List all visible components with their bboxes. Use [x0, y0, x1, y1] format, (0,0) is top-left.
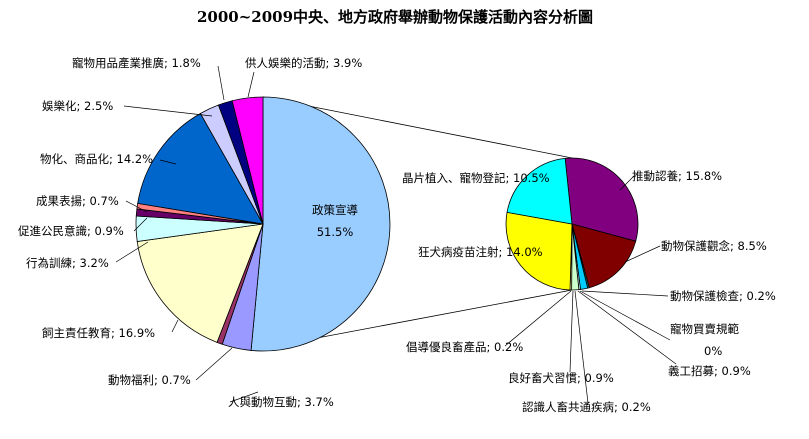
- sub-slice-label: 動物保護檢查; 0.2%: [670, 289, 776, 303]
- main-slice-label: 動物福利; 0.7%: [108, 373, 191, 387]
- sub-pie: [505, 157, 639, 291]
- leader-line: [624, 245, 661, 263]
- data-labels: 政策宣導 51.5% 人與動物互動; 3.7% 動物福利; 0.7% 飼主責任教育; 1…: [18, 56, 776, 414]
- sub-slice-label: 晶片植入、寵物登記; 10.5%: [402, 171, 550, 185]
- leader-line: [171, 319, 179, 333]
- sub-slice-label: 狂犬病疫苗注射; 14.0%: [418, 245, 543, 259]
- main-pie: [135, 96, 391, 352]
- main-pie-slice: [231, 96, 264, 225]
- main-slice-label: 供人娛樂的活動; 3.9%: [245, 56, 362, 70]
- leader-line: [123, 105, 213, 117]
- main-slice-label: 飼主責任教育; 16.9%: [42, 326, 155, 340]
- leader-line: [125, 200, 148, 213]
- leader-line: [504, 290, 572, 347]
- sub-slice-label: 認識人畜共通疾病; 0.2%: [522, 400, 651, 414]
- chart-title: 2000~2009中央、地方政府舉辦動物保護活動內容分析圖: [197, 8, 593, 26]
- leader-line: [579, 290, 671, 341]
- leader-line: [569, 290, 574, 373]
- leader-line: [159, 159, 177, 165]
- label-leader-lines: [115, 65, 677, 404]
- leader-line: [229, 391, 259, 403]
- main-slice-label: 成果表揚; 0.7%: [36, 194, 119, 208]
- main-pie-slice: [136, 223, 264, 343]
- sub-slice-label: 義工招募; 0.9%: [668, 364, 751, 378]
- leader-line: [133, 217, 148, 232]
- main-slice-label: 人與動物互動; 3.7%: [228, 395, 334, 409]
- main-slice-value: 51.5%: [317, 225, 354, 239]
- leader-line: [581, 290, 669, 297]
- main-slice-label: 寵物用品產業推廣; 1.8%: [72, 56, 201, 70]
- leader-line: [577, 290, 677, 365]
- leader-line: [619, 175, 635, 191]
- main-pie-slice: [250, 96, 391, 352]
- main-slice-label: 娛樂化; 2.5%: [42, 99, 113, 113]
- sub-pie-slice: [564, 157, 639, 242]
- main-slice-label: 促進公民意識; 0.9%: [18, 224, 124, 238]
- sub-slice-label: 動物保護觀念; 8.5%: [661, 239, 767, 253]
- main-slice-label: 行為訓練; 3.2%: [26, 256, 109, 270]
- sub-pie-slice: [505, 211, 573, 291]
- sub-slice-value: 0%: [704, 344, 722, 358]
- main-slice-label: 物化、商品化; 14.2%: [40, 152, 153, 166]
- sub-pie-slice: [571, 223, 637, 289]
- sub-slice-label: 寵物買賣規範: [670, 322, 739, 336]
- leader-line: [195, 347, 233, 381]
- connector-top-line: [262, 96, 573, 159]
- leader-line: [115, 241, 149, 263]
- sub-pie-slice: [506, 157, 573, 225]
- main-pie-slice: [137, 112, 264, 225]
- main-slice-label: 政策宣導: [312, 203, 358, 217]
- sub-slice-label: 倡導優良畜產品; 0.2%: [406, 340, 523, 354]
- sub-slice-label: 推動認養; 15.8%: [632, 169, 722, 183]
- leader-line: [574, 290, 589, 404]
- leader-line: [247, 71, 255, 98]
- leader-line: [217, 65, 225, 101]
- sub-slice-label: 良好畜犬習慣; 0.9%: [508, 371, 614, 385]
